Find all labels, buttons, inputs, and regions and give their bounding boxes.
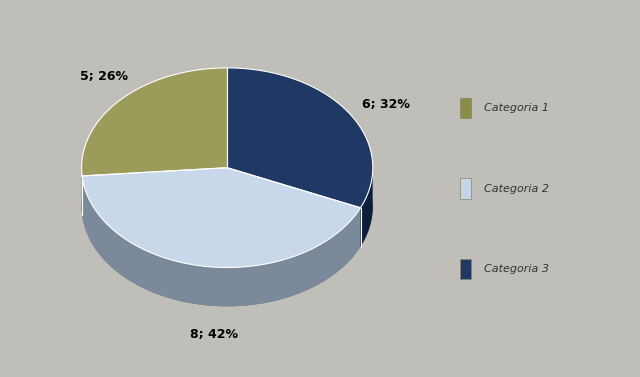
Text: 8; 42%: 8; 42% xyxy=(190,328,238,341)
Polygon shape xyxy=(82,176,360,307)
Bar xyxy=(460,178,471,199)
Text: Categoria 2: Categoria 2 xyxy=(484,184,549,193)
Text: Categoria 3: Categoria 3 xyxy=(484,264,549,274)
Text: 5; 26%: 5; 26% xyxy=(80,70,128,83)
Polygon shape xyxy=(82,68,227,176)
Polygon shape xyxy=(360,163,372,247)
Bar xyxy=(460,98,471,118)
Bar xyxy=(460,259,471,279)
Text: 6; 32%: 6; 32% xyxy=(362,98,410,111)
Polygon shape xyxy=(227,68,372,208)
Text: Categoria 1: Categoria 1 xyxy=(484,103,549,113)
Ellipse shape xyxy=(82,107,373,307)
Polygon shape xyxy=(82,168,360,268)
